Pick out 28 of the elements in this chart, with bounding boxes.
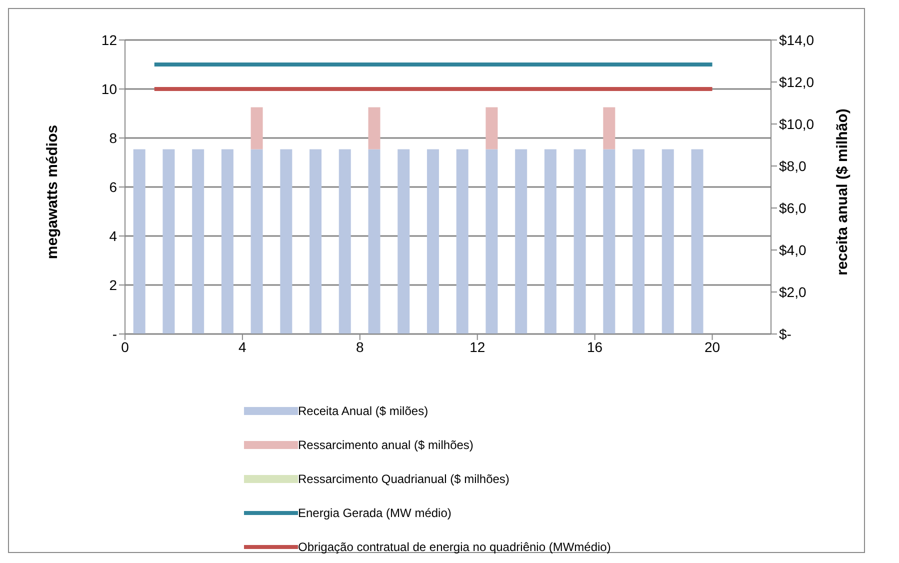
y2-tick-label: $8,0 (779, 158, 806, 174)
y-tick-label: 2 (109, 276, 118, 293)
y2-tick-label: $2,0 (779, 284, 806, 300)
x-tick-label: 4 (238, 338, 247, 355)
y-tick-label: 4 (109, 228, 118, 244)
legend-label: Energia Gerada (MW médio) (298, 506, 452, 520)
legend-label: Obrigação contratual de energia no quadriênio (MWmédio) (298, 540, 611, 554)
legend-label: Ressarcimento Quadrianual ($ milhões) (298, 472, 510, 486)
x-tick-label: 0 (121, 338, 130, 355)
y-tick-label: 10 (101, 80, 118, 97)
y2-tick-label: $4,0 (779, 242, 806, 258)
y-tick-label: 12 (101, 32, 118, 48)
x-tick-label: 8 (356, 338, 364, 355)
y2-tick-label: $14,0 (779, 32, 814, 48)
x-tick-label: 20 (704, 338, 720, 355)
y2-axis-title: receita anual ($ milhão) (834, 108, 851, 276)
x-tick-label: 12 (470, 338, 486, 355)
y2-tick-label: $12,0 (779, 74, 814, 90)
y2-tick-label: $10,0 (779, 116, 814, 132)
legend-label: Ressarcimento anual ($ milhões) (298, 438, 474, 452)
y2-tick-label: $- (779, 326, 792, 342)
y-tick-label: 8 (109, 130, 118, 146)
y-axis-title: megawatts médios (44, 124, 61, 260)
x-tick-label: 16 (587, 338, 603, 355)
y-tick-label: - (112, 326, 118, 342)
y-tick-label: 6 (109, 178, 118, 195)
legend-label: Receita Anual ($ milões) (298, 404, 428, 418)
y2-tick-label: $6,0 (779, 200, 806, 216)
